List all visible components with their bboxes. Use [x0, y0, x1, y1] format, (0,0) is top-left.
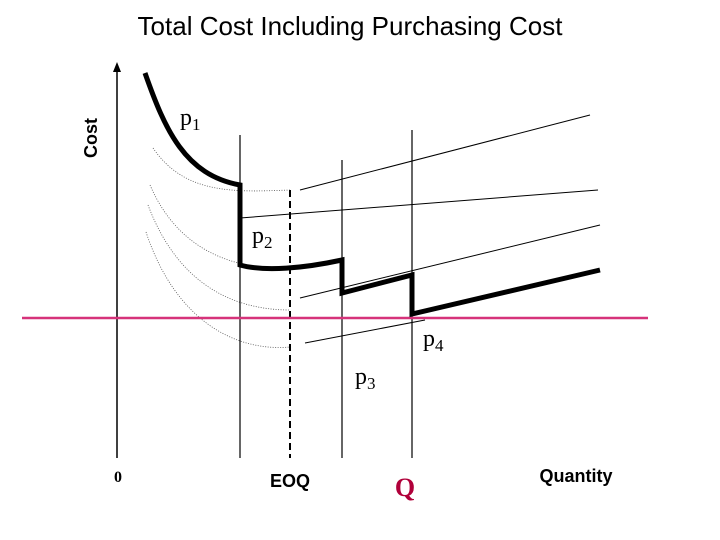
continuation-line-1 [299, 114, 591, 191]
diagram-title: Total Cost Including Purchasing Cost [138, 11, 564, 41]
total-cost-curve [142, 72, 601, 318]
x-axis-label: Quantity [539, 466, 612, 486]
continuation-line-3 [299, 224, 601, 299]
cost-curve-p4-thin [145, 231, 291, 348]
cost-curve-p3-thin [147, 204, 291, 311]
y-axis-arrow [113, 62, 121, 72]
y-axis-label: Cost [81, 118, 101, 158]
price-label-p4: p4 [423, 326, 444, 355]
thin-continuation-lines [239, 114, 601, 344]
price-label-p1: p1 [180, 105, 201, 134]
cost-curve-p2-thin [149, 184, 291, 269]
price-label-p2: p2 [252, 223, 273, 252]
price-label-p3: p3 [355, 364, 376, 393]
continuation-line-2 [239, 189, 599, 219]
origin-label: 0 [114, 469, 122, 486]
q-label: Q [395, 473, 415, 502]
continuation-line-4 [304, 319, 426, 344]
thin-cost-curves [145, 147, 291, 348]
eoq-label: EOQ [270, 471, 310, 491]
cost-curve-p1-thin [152, 147, 291, 192]
